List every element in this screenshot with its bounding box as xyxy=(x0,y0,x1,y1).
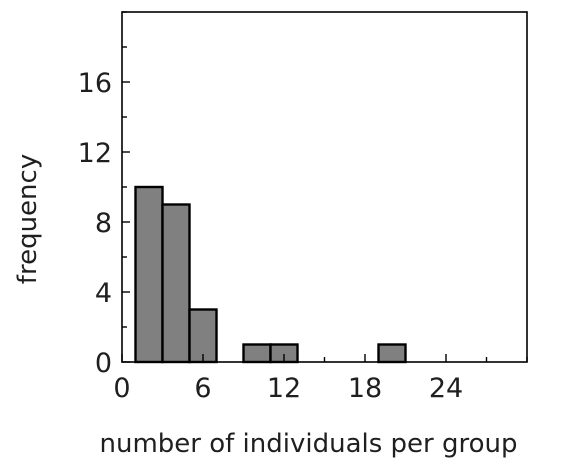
x-tick-label-12: 12 xyxy=(267,373,301,404)
tick-labels-layer: 0 4 8 12 16 0 6 12 18 24 xyxy=(78,68,464,404)
y-axis-label: frequency xyxy=(13,154,43,284)
y-tick-label-12: 12 xyxy=(78,138,112,169)
x-tick-label-24: 24 xyxy=(429,373,463,404)
y-tick-label-4: 4 xyxy=(95,278,112,309)
histogram-bar-5 xyxy=(377,343,407,364)
bars-layer xyxy=(134,185,407,364)
y-tick-label-8: 8 xyxy=(95,208,112,239)
x-tick-label-0: 0 xyxy=(113,373,130,404)
histogram-bar-3 xyxy=(242,343,272,364)
y-tick-label-16: 16 xyxy=(78,68,112,99)
x-tick-label-18: 18 xyxy=(348,373,382,404)
x-axis-label: number of individuals per group xyxy=(99,429,517,459)
histogram-bar-1 xyxy=(161,203,191,364)
ticks-layer xyxy=(121,11,528,363)
y-tick-label-0: 0 xyxy=(95,348,112,379)
histogram-bar-0 xyxy=(134,185,164,364)
x-tick-label-6: 6 xyxy=(194,373,211,404)
